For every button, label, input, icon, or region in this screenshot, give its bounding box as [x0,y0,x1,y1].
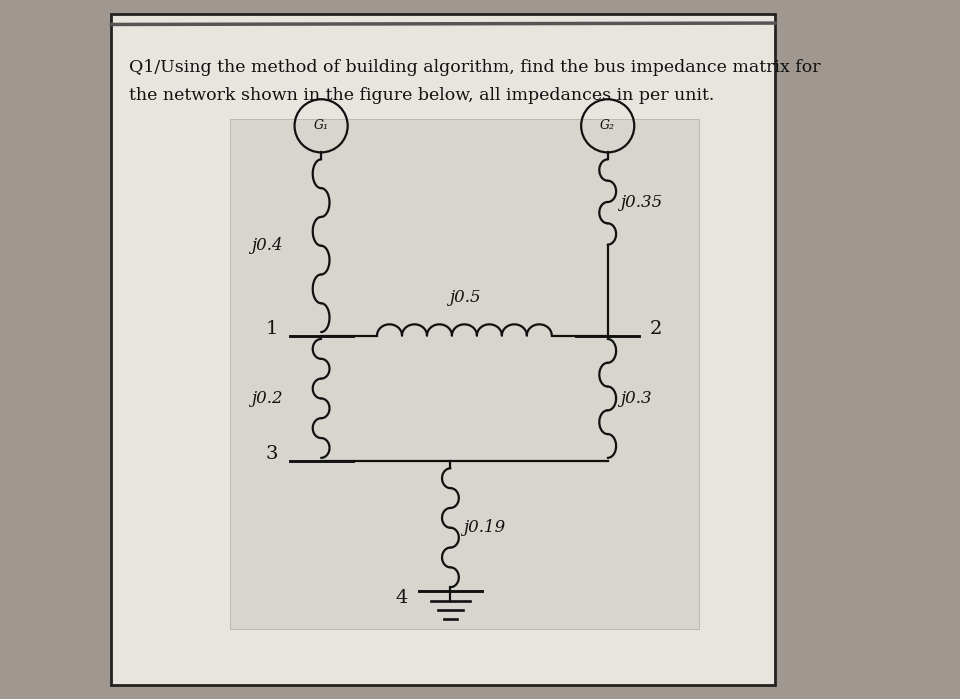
Text: 3: 3 [266,445,278,463]
Text: 4: 4 [396,589,408,607]
Text: j0.4: j0.4 [252,237,282,254]
Text: G₂: G₂ [600,120,615,132]
Text: G₁: G₁ [314,120,328,132]
Text: j0.3: j0.3 [620,390,652,407]
FancyBboxPatch shape [230,119,699,629]
Text: Q1/Using the method of building algorithm, find the bus impedance matrix for: Q1/Using the method of building algorith… [129,59,821,76]
Text: j0.2: j0.2 [252,390,282,407]
Text: 2: 2 [650,319,662,338]
Text: j0.19: j0.19 [463,519,505,536]
Text: 1: 1 [266,319,278,338]
Text: j0.35: j0.35 [620,194,662,210]
Text: j0.5: j0.5 [448,289,480,305]
Text: the network shown in the figure below, all impedances in per unit.: the network shown in the figure below, a… [129,87,714,104]
FancyBboxPatch shape [111,14,776,685]
